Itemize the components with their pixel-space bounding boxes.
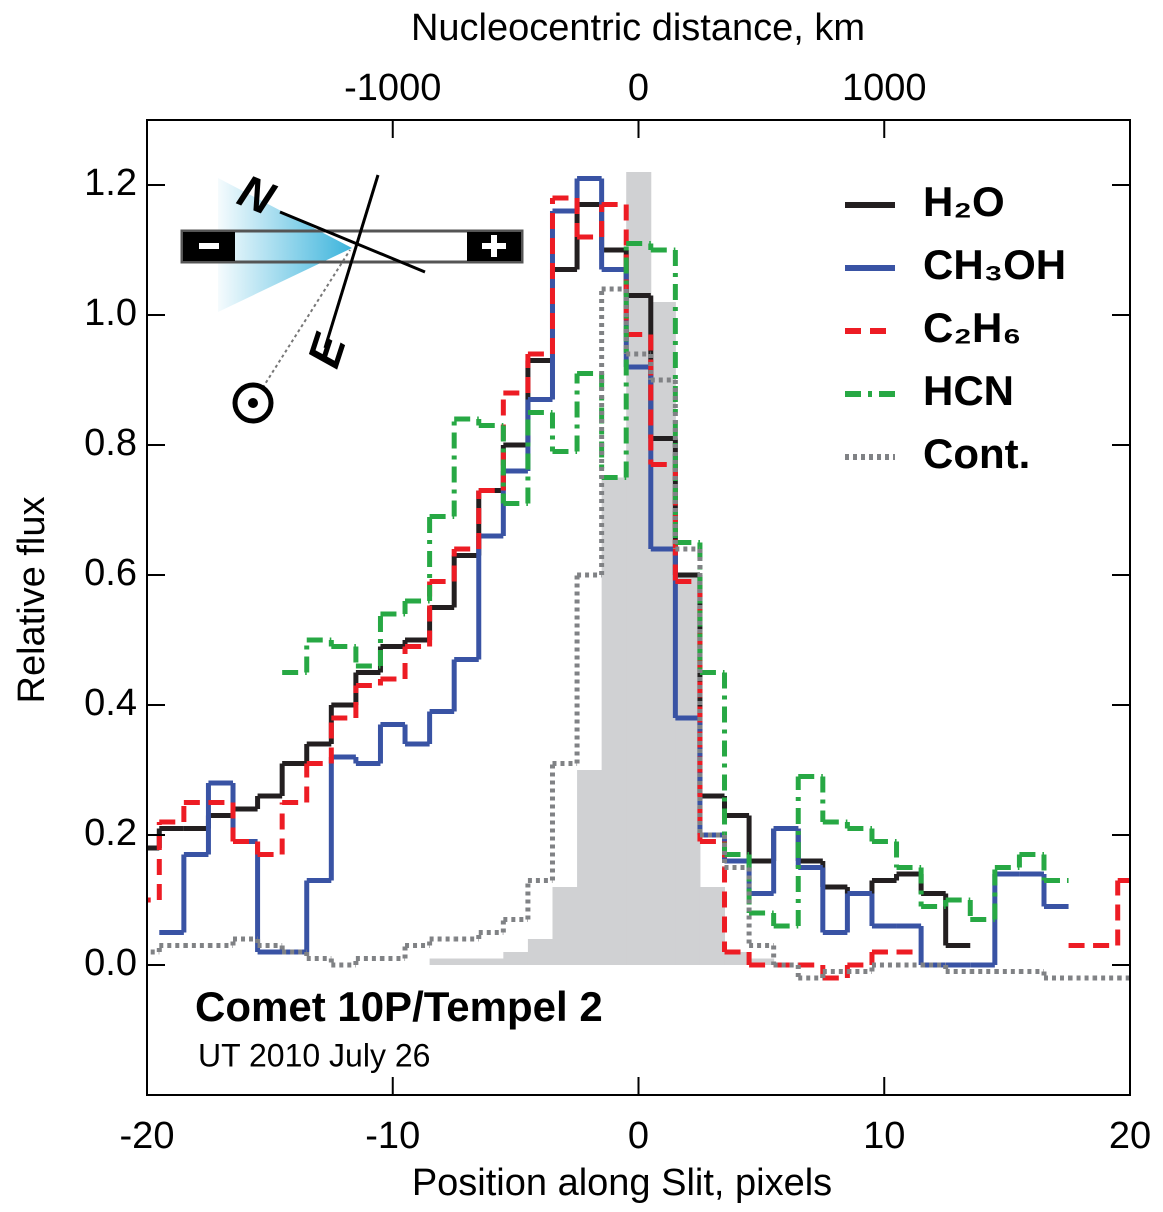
compass-line — [323, 174, 380, 349]
y-tick-label: 0.4 — [84, 682, 137, 724]
minus-sign — [199, 243, 219, 249]
flux-bar — [650, 302, 676, 965]
x2-tick-label: -1000 — [344, 67, 441, 109]
flux-bar — [503, 952, 529, 965]
x-tick-label: 10 — [863, 1115, 905, 1157]
compass-inset: N E — [180, 164, 524, 424]
legend-label: CH₃OH — [923, 241, 1066, 288]
east-label: E — [297, 327, 356, 374]
flux-bar — [527, 939, 553, 965]
x-axis-label: Position along Slit, pixels — [412, 1162, 832, 1204]
sun-direction — [252, 249, 351, 404]
flux-bar — [454, 958, 480, 965]
legend-label: C₂H₆ — [923, 304, 1021, 351]
y-tick-label: 0.6 — [84, 552, 137, 594]
y-axis-label: Relative flux — [11, 497, 53, 704]
flux-bar — [626, 172, 652, 965]
legend-label: H₂O — [923, 178, 1005, 225]
x2-tick-label: 1000 — [842, 67, 927, 109]
y-tick-label: 1.2 — [84, 162, 137, 204]
flux-bar — [699, 887, 726, 965]
annotation-title: Comet 10P/Tempel 2 — [195, 983, 603, 1030]
x2-tick-label: 0 — [628, 67, 649, 109]
y-tick-label: 1.0 — [84, 292, 137, 334]
x-tick-label: -20 — [120, 1115, 175, 1157]
y-tick-label: 0.8 — [84, 422, 137, 464]
flux-bar — [675, 575, 701, 965]
x-tick-label: 20 — [1109, 1115, 1151, 1157]
flux-bar — [724, 952, 750, 965]
legend-label: Cont. — [923, 430, 1030, 477]
flux-bar — [601, 477, 627, 965]
x-tick-label: -10 — [365, 1115, 420, 1157]
compass-line — [279, 210, 426, 274]
slit-fan — [218, 178, 352, 312]
top-axis-label: Nucleocentric distance, km — [411, 7, 865, 49]
x-tick-label: 0 — [628, 1115, 649, 1157]
flux-bar — [552, 887, 578, 965]
y-tick-label: 0.0 — [84, 942, 137, 984]
annotation-date: UT 2010 July 26 — [198, 1037, 430, 1073]
legend-label: HCN — [923, 367, 1014, 414]
sun-symbol — [248, 398, 258, 408]
plus-sign — [491, 235, 497, 257]
flux-bar — [749, 958, 775, 965]
flux-bar — [478, 958, 504, 965]
flux-bar — [429, 958, 455, 965]
flux-bar — [577, 770, 603, 965]
plot-area — [147, 172, 1130, 981]
y-tick-label: 0.2 — [84, 812, 137, 854]
